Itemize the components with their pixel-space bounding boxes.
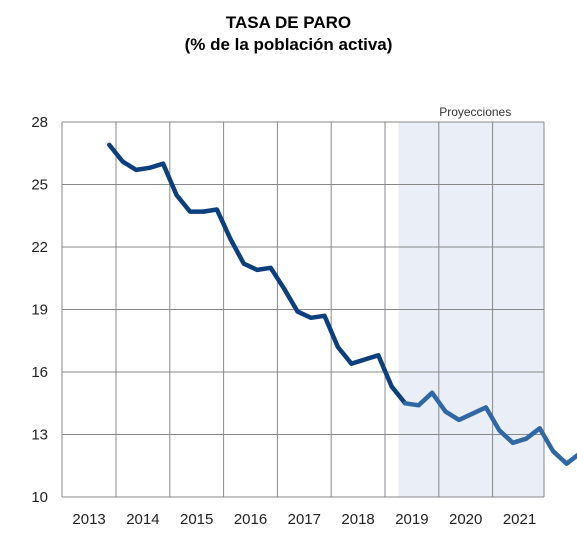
x-tick-label: 2013 — [72, 511, 105, 528]
projection-label: Proyecciones — [439, 105, 511, 119]
grid-layer — [61, 121, 545, 498]
y-tick-label: 16 — [31, 364, 48, 381]
x-tick-label: 2020 — [449, 511, 482, 528]
y-tick-label: 25 — [31, 177, 48, 194]
series-line-projection — [402, 390, 577, 466]
x-tick-label: 2015 — [180, 511, 213, 528]
y-tick-label: 10 — [31, 489, 48, 506]
chart-title: TASA DE PARO — [225, 13, 352, 32]
series-layer — [107, 142, 577, 466]
x-tick-label: 2017 — [288, 511, 321, 528]
chart-subtitle: (% de la población activa) — [184, 35, 393, 54]
chart-title-block: TASA DE PARO (% de la población activa) — [0, 12, 577, 56]
y-tick-label: 19 — [31, 302, 48, 319]
x-tick-label: 2018 — [341, 511, 374, 528]
x-tick-label: 2019 — [395, 511, 428, 528]
x-tick-label: 2021 — [503, 511, 536, 528]
series-line-historical — [107, 142, 408, 406]
axis-label-layer: Proyecciones 10 13 16 19 22 25 28 2013 2014 2015 20… — [31, 105, 536, 528]
y-tick-label: 28 — [31, 114, 48, 131]
x-tick-label: 2014 — [126, 511, 159, 528]
y-tick-label: 13 — [31, 427, 48, 444]
x-tick-label: 2016 — [234, 511, 267, 528]
y-tick-label: 22 — [31, 239, 48, 256]
